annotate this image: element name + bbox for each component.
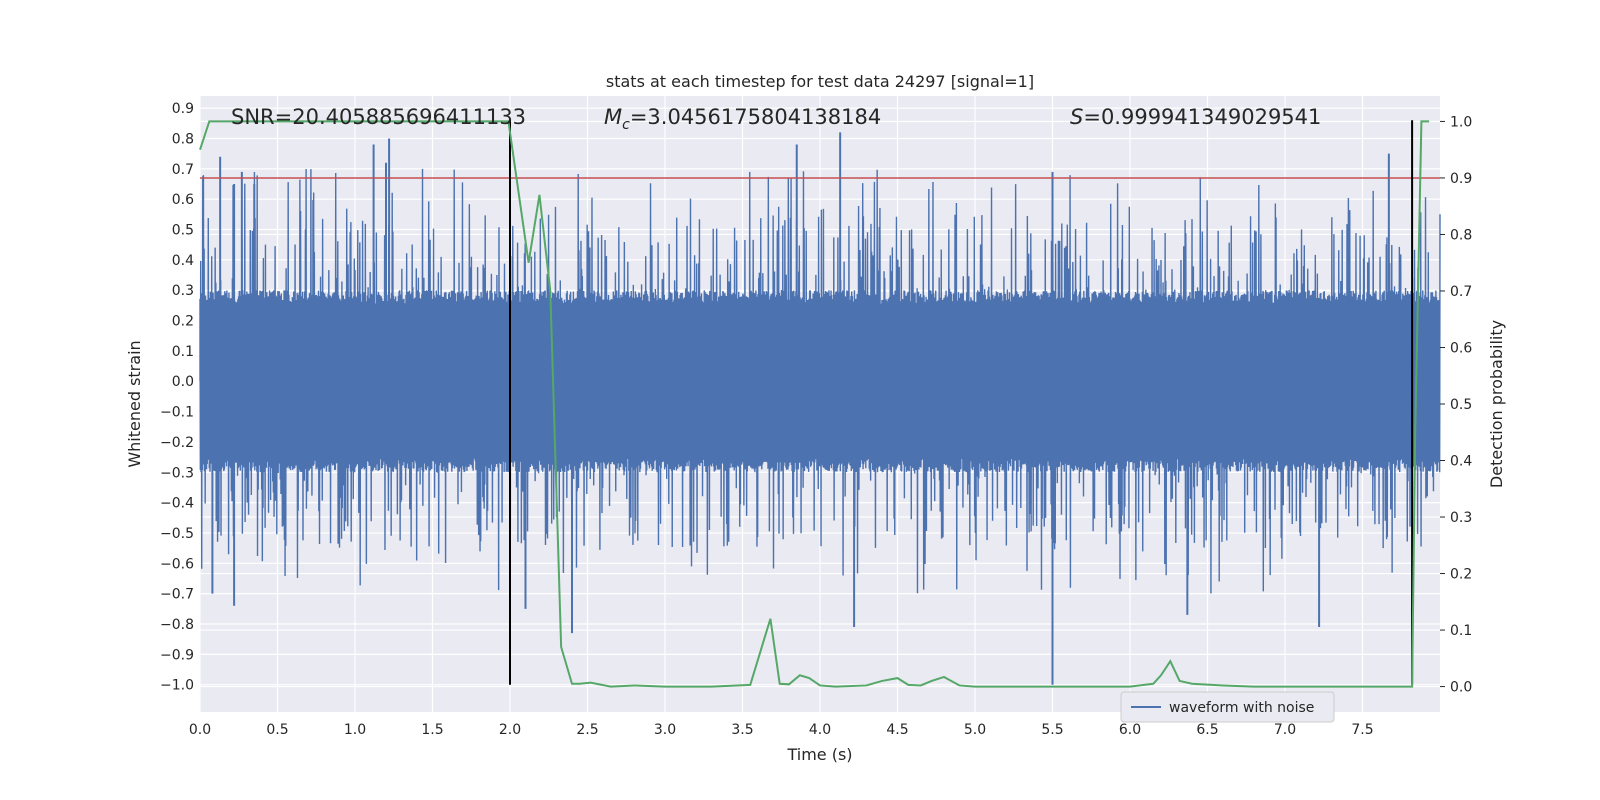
- probability-line: [199, 120, 1430, 688]
- y-tick-label: −0.2: [160, 435, 194, 451]
- y2-tick-label: 1.0: [1450, 114, 1472, 130]
- y-tick-label: 0.8: [172, 131, 194, 147]
- mc-value: =3.0456175804138184: [630, 105, 881, 129]
- mc-annotation: Mc=3.0456175804138184: [604, 105, 881, 133]
- x-tick-label: 5.0: [964, 722, 986, 738]
- y-tick-label: 0.7: [172, 162, 194, 178]
- y-tick-label: 0.1: [172, 344, 194, 360]
- legend-box: [1120, 691, 1335, 723]
- snr-annotation: SNR=20.405885696411133: [231, 105, 526, 129]
- s-annotation: S=0.999941349029541: [1070, 105, 1321, 129]
- y2-tick-label: 0.2: [1450, 567, 1472, 583]
- y-tick-label: −0.9: [160, 647, 194, 663]
- x-tick-label: 7.5: [1351, 722, 1373, 738]
- y-tick-label: 0.9: [172, 101, 194, 117]
- y2-tick-label: 0.3: [1450, 510, 1472, 526]
- y2-tick-label: 0.5: [1450, 397, 1472, 413]
- y2-tick-label: 0.8: [1450, 227, 1472, 243]
- y2-axis-label: Detection probability: [1487, 320, 1506, 488]
- y-tick-label: −0.6: [160, 556, 194, 572]
- y-tick-label: −0.4: [160, 496, 194, 512]
- y-tick-label: −0.3: [160, 465, 194, 481]
- x-tick-label: 2.5: [576, 722, 598, 738]
- x-tick-label: 2.0: [499, 722, 521, 738]
- y-tick-label: 0.0: [172, 374, 194, 390]
- y2-tick-label: 0.1: [1450, 623, 1472, 639]
- probability-series: [199, 120, 1430, 688]
- x-tick-label: 6.5: [1196, 722, 1218, 738]
- y2-tick-label: 0.4: [1450, 454, 1472, 470]
- x-tick-label: 3.5: [731, 722, 753, 738]
- x-tick-label: 6.0: [1119, 722, 1141, 738]
- waveform-line: [199, 168, 1441, 594]
- y-tick-label: 0.5: [172, 223, 194, 239]
- x-tick-label: 0.5: [266, 722, 288, 738]
- chart-title: stats at each timestep for test data 242…: [606, 72, 1034, 91]
- s-value: =0.999941349029541: [1083, 105, 1321, 129]
- legend: waveform with noise: [1120, 691, 1335, 723]
- ticks: 0.0 0.5 1.0 1.5 2.0 2.5 3.0 3.5 4.0 4.5 5.0 5.5 6.0 6…: [160, 101, 1472, 738]
- y2-tick-label: 0.9: [1450, 171, 1472, 187]
- y2-tick-label: 0.7: [1450, 284, 1472, 300]
- x-tick-label: 7.0: [1274, 722, 1296, 738]
- x-tick-label: 5.5: [1041, 722, 1063, 738]
- x-tick-label: 0.0: [189, 722, 211, 738]
- mc-symbol: M: [604, 105, 622, 129]
- y2-tick-label: 0.0: [1450, 680, 1472, 696]
- mc-subscript: c: [622, 117, 630, 133]
- y-tick-label: −0.5: [160, 526, 194, 542]
- s-symbol: S: [1070, 105, 1083, 129]
- x-tick-label: 4.5: [886, 722, 908, 738]
- y-tick-label: −0.7: [160, 587, 194, 603]
- x-tick-label: 1.0: [344, 722, 366, 738]
- x-tick-label: 4.0: [809, 722, 831, 738]
- y-tick-label: −0.8: [160, 617, 194, 633]
- y-axis-label: Whitened strain: [125, 340, 144, 467]
- waveform-series: [199, 132, 1441, 685]
- y-tick-label: −1.0: [160, 678, 194, 694]
- y-tick-label: −0.1: [160, 405, 194, 421]
- y-tick-label: 0.3: [172, 283, 194, 299]
- y-tick-label: 0.6: [172, 192, 194, 208]
- y2-tick-label: 0.6: [1450, 340, 1472, 356]
- y-tick-label: 0.4: [172, 253, 194, 269]
- vertical-markers: [509, 120, 1414, 685]
- x-tick-label: 1.5: [421, 722, 443, 738]
- x-tick-label: 3.0: [654, 722, 676, 738]
- legend-label: waveform with noise: [1169, 700, 1314, 716]
- x-axis-label: Time (s): [786, 745, 852, 764]
- y-tick-label: 0.2: [172, 314, 194, 330]
